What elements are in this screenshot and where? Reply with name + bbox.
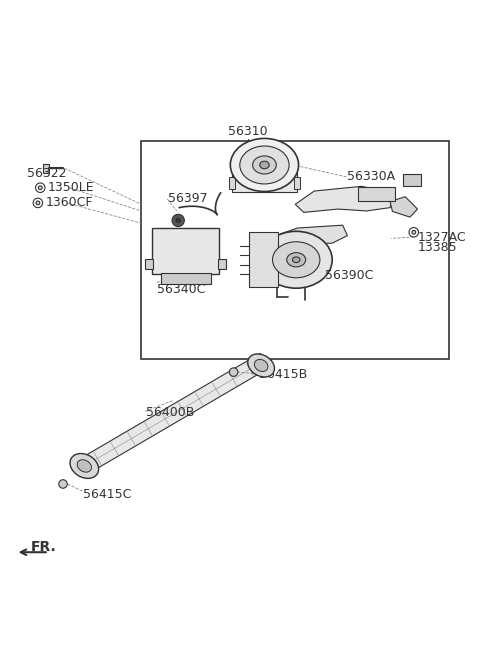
Ellipse shape	[240, 146, 289, 184]
Circle shape	[59, 480, 67, 488]
Text: 56397: 56397	[168, 192, 208, 204]
Text: 56400B: 56400B	[146, 407, 194, 419]
Bar	[141, 141, 449, 359]
Ellipse shape	[252, 156, 276, 174]
Ellipse shape	[70, 453, 99, 478]
Text: 56310: 56310	[228, 125, 268, 138]
Ellipse shape	[260, 231, 332, 288]
Ellipse shape	[230, 139, 299, 192]
Bar	[358, 187, 395, 200]
Text: 1327AC: 1327AC	[418, 231, 466, 244]
Bar	[145, 259, 153, 269]
Text: 56415B: 56415B	[259, 369, 307, 382]
Bar	[232, 166, 297, 192]
Text: 56330A: 56330A	[348, 170, 396, 183]
Text: 56390C: 56390C	[324, 269, 373, 282]
Bar	[218, 259, 226, 269]
Text: FR.: FR.	[31, 539, 57, 554]
Bar	[403, 174, 421, 187]
Circle shape	[176, 218, 180, 223]
Ellipse shape	[248, 354, 275, 377]
Bar	[43, 164, 49, 173]
Text: 1360CF: 1360CF	[46, 196, 93, 210]
Text: 56322: 56322	[27, 166, 67, 179]
Bar	[229, 177, 235, 189]
Ellipse shape	[287, 253, 306, 267]
Bar	[294, 177, 300, 189]
Ellipse shape	[254, 359, 268, 372]
Circle shape	[229, 368, 238, 376]
Ellipse shape	[77, 460, 92, 472]
Circle shape	[38, 186, 42, 190]
Text: 13385: 13385	[418, 241, 457, 254]
Text: 56340C: 56340C	[157, 283, 205, 296]
Ellipse shape	[273, 242, 320, 278]
Polygon shape	[277, 225, 348, 244]
Circle shape	[412, 231, 416, 234]
Bar	[161, 273, 211, 284]
Circle shape	[172, 214, 184, 227]
Text: 1350LE: 1350LE	[48, 181, 95, 194]
Ellipse shape	[260, 161, 269, 169]
Bar	[152, 227, 219, 274]
Text: 56415C: 56415C	[84, 488, 132, 501]
Polygon shape	[79, 353, 269, 474]
Ellipse shape	[292, 257, 300, 263]
Polygon shape	[295, 187, 395, 212]
Bar	[249, 233, 278, 287]
Polygon shape	[390, 196, 418, 217]
Circle shape	[36, 201, 40, 205]
